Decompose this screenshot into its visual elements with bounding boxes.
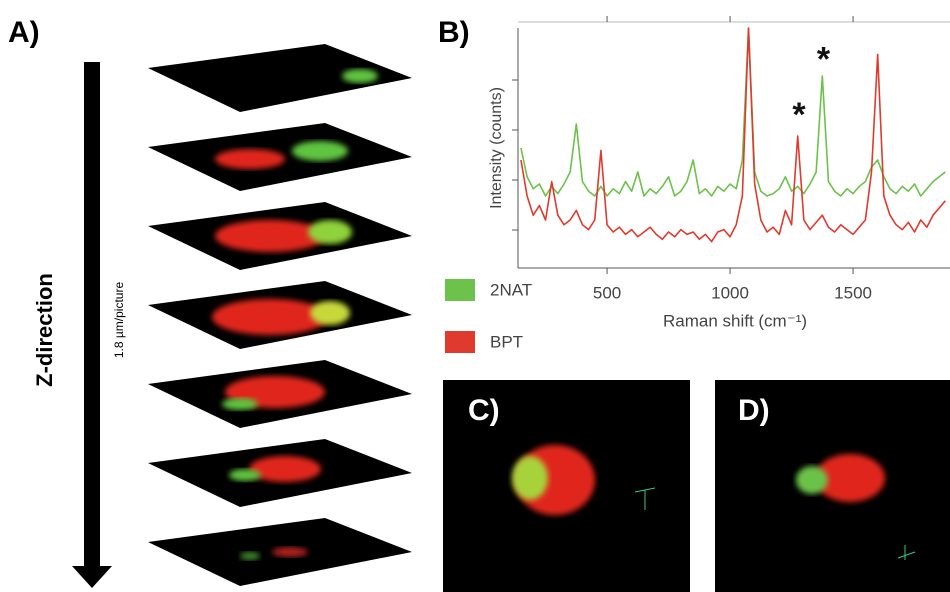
series-line [520,27,946,197]
y-axis-label: Intensity (counts) [488,87,505,209]
slice-stack [148,44,412,586]
slice [148,360,412,428]
axis-label: Z-direction [32,273,57,387]
slice [148,123,412,191]
series-line [520,27,946,243]
legend-swatch [445,279,475,301]
x-tick-label: 500 [593,283,621,302]
blob [796,466,828,494]
step-label: 1.8 µm/picture [112,282,126,359]
slice [148,518,412,586]
arrow-head [72,566,112,588]
annotation: * [792,96,806,134]
slice [148,202,412,270]
y-ticks [512,79,518,231]
axes-glyph [897,545,916,560]
x-tick-label: 1000 [711,283,749,302]
blob [512,456,548,500]
slice [148,281,412,349]
legend-label: 2NAT [490,280,532,299]
legend: 2NAT BPT [445,279,532,353]
plot-area [520,27,946,243]
panel-label: C) [468,394,500,427]
axes-glyph [634,487,656,510]
panel-label: D) [738,394,770,427]
legend-label: BPT [490,332,523,351]
arrow-shaft [84,62,100,570]
legend-swatch [445,331,475,353]
panel-label: A) [8,16,40,49]
slice [148,44,412,112]
x-axis-label: Raman shift (cm⁻¹) [663,311,807,330]
annotation: * [817,41,831,79]
x-tick-label: 1500 [834,283,872,302]
slice [148,439,412,507]
panel-label: B) [438,16,470,49]
blob [815,454,885,502]
